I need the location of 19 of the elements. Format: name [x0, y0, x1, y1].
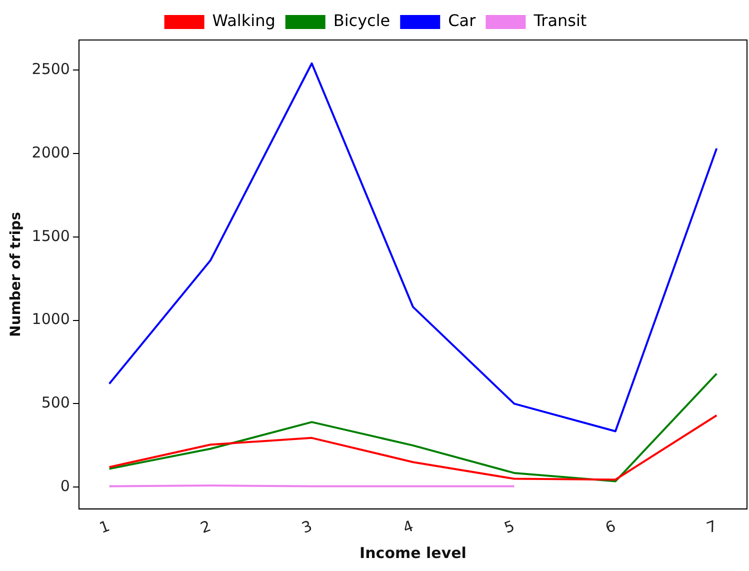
y-axis-title: Number of trips: [8, 212, 24, 337]
x-axis-title: Income level: [360, 544, 466, 562]
y-tick-label: 1000: [32, 310, 70, 328]
legend-label: Transit: [532, 11, 587, 30]
y-tick-label: 0: [60, 477, 70, 496]
x-tick-label: 1: [96, 516, 112, 537]
x-tick-label: 5: [502, 516, 517, 537]
x-tick-label: 6: [602, 516, 618, 537]
y-tick-label: 2500: [32, 60, 70, 78]
y-tick-label: 500: [41, 394, 70, 412]
x-tick-label: 2: [198, 516, 214, 537]
y-tick-label: 2000: [32, 143, 70, 162]
legend-label: Car: [448, 11, 476, 30]
legend-label: Walking: [212, 11, 276, 30]
y-tick-label: 1500: [32, 226, 70, 245]
x-tick-label: 7: [704, 516, 720, 537]
legend-label: Bicycle: [333, 11, 390, 30]
x-tick-label: 3: [299, 516, 314, 537]
x-tick-label: 4: [400, 516, 416, 537]
